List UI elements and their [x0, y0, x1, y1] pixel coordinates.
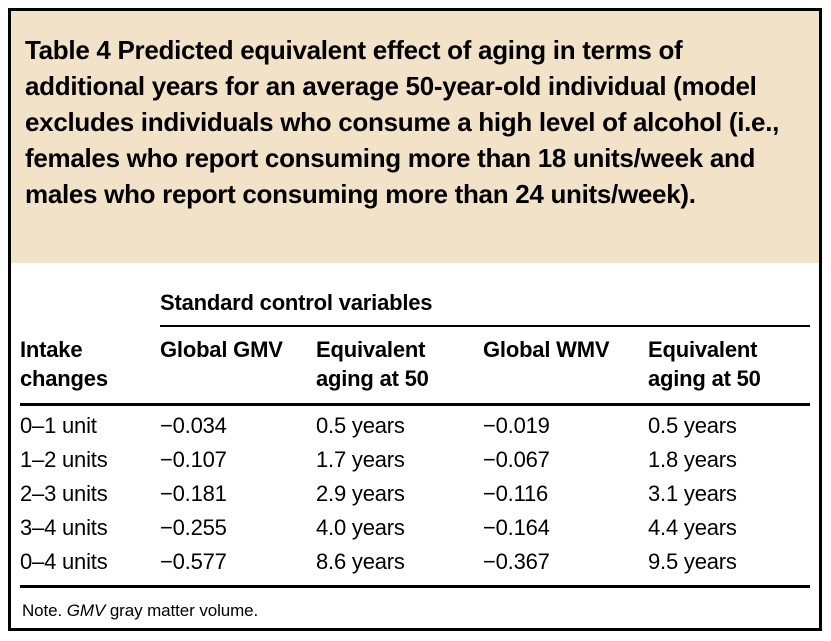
note-prefix: Note. — [22, 601, 67, 620]
table-cell: −0.164 — [483, 515, 550, 540]
table-cell: 2–3 units — [20, 481, 108, 506]
table-title: Table 4 Predicted equivalent effect of a… — [25, 35, 780, 209]
table-row: 0–1 unit −0.034 0.5 years −0.019 0.5 yea… — [20, 409, 810, 443]
table-area: Standard control variables Intake change… — [11, 290, 819, 621]
column-header-global-gmv: Global GMV — [160, 335, 316, 393]
column-header-line: Equivalent — [648, 337, 758, 362]
table-cell: −0.107 — [160, 447, 227, 472]
table-row: 2–3 units −0.181 2.9 years −0.116 3.1 ye… — [20, 477, 810, 511]
table-cell: −0.034 — [160, 413, 227, 438]
note-abbreviation: GMV — [66, 601, 106, 620]
table-cell: 0.5 years — [648, 413, 737, 438]
table-cell: 4.4 years — [648, 515, 737, 540]
table-note: Note. GMV gray matter volume. — [20, 585, 810, 621]
column-header-line: aging at 50 — [648, 366, 761, 391]
table-cell: 4.0 years — [316, 515, 405, 540]
table-cell: 3–4 units — [20, 515, 108, 540]
table-header-row: Intake changes Global GMV Equivalent agi… — [20, 327, 810, 406]
table-body: 0–1 unit −0.034 0.5 years −0.019 0.5 yea… — [20, 406, 810, 583]
column-header-equivalent-aging-gmv: Equivalent aging at 50 — [316, 335, 483, 393]
table-row: 0–4 units −0.577 8.6 years −0.367 9.5 ye… — [20, 545, 810, 579]
column-header-line: Global WMV — [483, 337, 610, 362]
table-cell: −0.255 — [160, 515, 227, 540]
table-cell: −0.019 — [483, 413, 550, 438]
table-cell: 3.1 years — [648, 481, 737, 506]
table-cell: −0.367 — [483, 549, 550, 574]
column-header-line: Equivalent — [316, 337, 426, 362]
column-header-intake-changes: Intake changes — [20, 335, 160, 393]
table-title-block: Table 4 Predicted equivalent effect of a… — [11, 11, 819, 263]
table-cell: −0.116 — [483, 481, 549, 506]
table-cell: 1.8 years — [648, 447, 737, 472]
column-header-global-wmv: Global WMV — [483, 335, 648, 393]
column-header-line: aging at 50 — [316, 366, 429, 391]
spanner-heading: Standard control variables — [160, 290, 810, 327]
table-cell: −0.577 — [160, 549, 227, 574]
table-cell: 2.9 years — [316, 481, 405, 506]
table-cell: 8.6 years — [316, 549, 405, 574]
table-row: 3–4 units −0.255 4.0 years −0.164 4.4 ye… — [20, 511, 810, 545]
column-header-equivalent-aging-wmv: Equivalent aging at 50 — [648, 335, 810, 393]
table-row: 1–2 units −0.107 1.7 years −0.067 1.8 ye… — [20, 443, 810, 477]
table-cell: 9.5 years — [648, 549, 737, 574]
table-cell: 0.5 years — [316, 413, 405, 438]
note-definition: gray matter volume. — [105, 601, 259, 620]
table-frame: Table 4 Predicted equivalent effect of a… — [8, 8, 822, 631]
table-cell: 0–4 units — [20, 549, 108, 574]
table-cell: 1–2 units — [20, 447, 108, 472]
column-header-line: Global GMV — [160, 337, 283, 362]
table-cell: 0–1 unit — [20, 413, 97, 438]
table-cell: 1.7 years — [316, 447, 405, 472]
column-header-line: changes — [20, 366, 108, 391]
table-cell: −0.181 — [160, 481, 227, 506]
column-header-line: Intake — [20, 337, 83, 362]
spanner-row: Standard control variables — [20, 290, 810, 327]
table-cell: −0.067 — [483, 447, 550, 472]
